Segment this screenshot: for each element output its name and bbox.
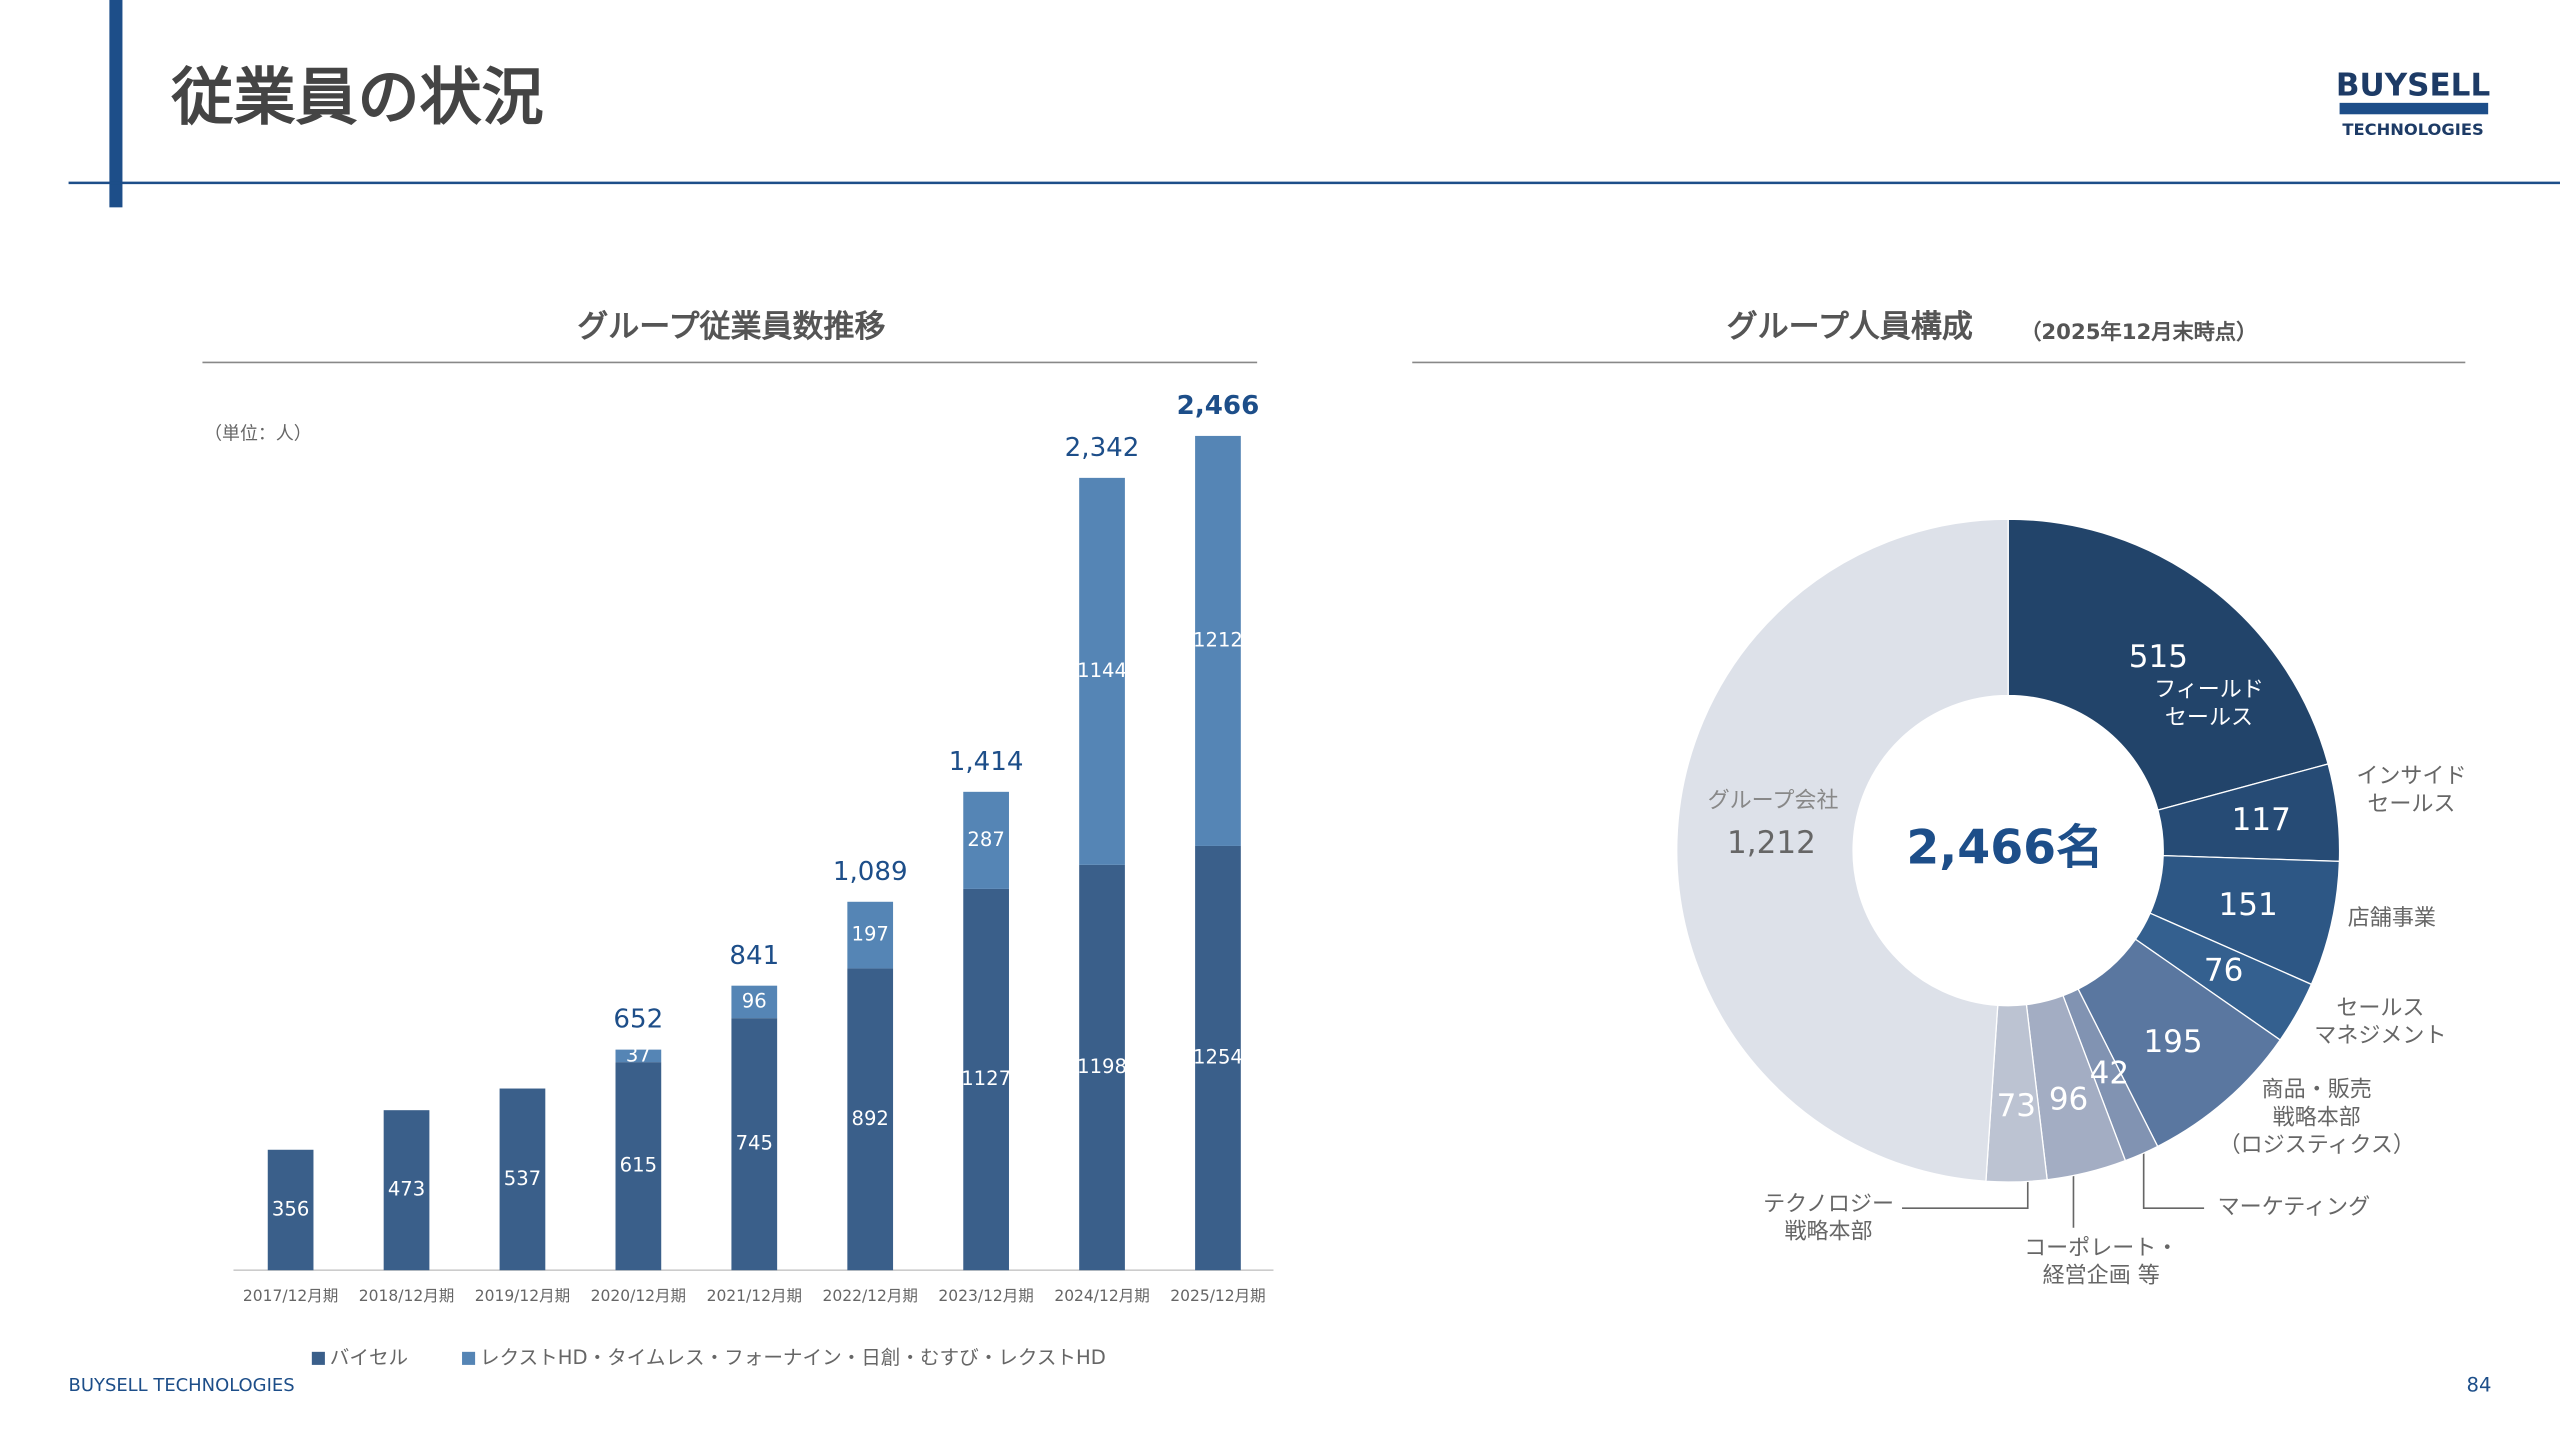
bar-value-label: 37 xyxy=(626,1043,651,1066)
x-tick-label: 2024/12月期 xyxy=(1054,1287,1149,1305)
bar-segment xyxy=(1079,864,1125,1271)
donut-slice xyxy=(2007,518,2329,811)
chart-subtitle: （2025年12月末時点） xyxy=(2020,319,2257,345)
slide-title: 従業員の状況 xyxy=(170,60,543,133)
total-label: 1,414 xyxy=(949,747,1024,777)
footer-company: BUYSELL TECHNOLOGIES xyxy=(69,1375,295,1396)
slice-value-label: 117 xyxy=(2232,802,2291,838)
center-label: 2,466名 xyxy=(1906,821,2103,876)
x-tick-label: 2017/12月期 xyxy=(243,1287,338,1305)
bar-value-label: 537 xyxy=(504,1167,541,1190)
legend-swatch xyxy=(311,1351,325,1365)
total-label: 2,466 xyxy=(1177,391,1260,421)
legend-label: レクストHD・タイムレス・フォーナイン・日創・むすび・レクストHD xyxy=(480,1346,1106,1369)
bar-value-label: 197 xyxy=(852,923,889,946)
bar-value-label: 96 xyxy=(742,989,767,1012)
logo-bottom: TECHNOLOGIES xyxy=(2342,120,2483,139)
slice-category-label: インサイドセールス xyxy=(2356,764,2466,817)
bar-segment xyxy=(1079,477,1125,865)
bar-segment xyxy=(615,1049,662,1063)
bar-segment xyxy=(267,1149,314,1271)
slice-category-label: マーケティング xyxy=(2218,1195,2370,1220)
unit-note: （単位：人） xyxy=(204,423,312,444)
chart-title: グループ従業員数推移 xyxy=(577,309,885,345)
bar-value-label: 1212 xyxy=(1193,628,1243,651)
slice-value-label: 76 xyxy=(2204,952,2243,988)
total-label: 1,089 xyxy=(833,857,908,887)
bar-segment xyxy=(847,968,894,1271)
bar-value-label: 473 xyxy=(388,1178,425,1201)
x-tick-label: 2022/12月期 xyxy=(823,1287,918,1305)
bar-segment xyxy=(1195,435,1241,846)
bar-value-label: 1144 xyxy=(1077,659,1127,682)
slice-category-label: テクノロジー戦略本部 xyxy=(1763,1192,1894,1245)
slice-value-label: 1,212 xyxy=(1727,825,1816,861)
slice-category-label: コーポレート・経営企画 等 xyxy=(2024,1236,2178,1289)
slice-value-label: 195 xyxy=(2143,1024,2202,1060)
x-tick-label: 2018/12月期 xyxy=(359,1287,454,1305)
slice-value-label: 96 xyxy=(2049,1081,2088,1117)
slice-value-label: 73 xyxy=(1997,1088,2036,1124)
slice-category-label: 店舗事業 xyxy=(2348,906,2436,931)
donut-slice xyxy=(1676,518,2009,1182)
bar-segment xyxy=(615,1062,662,1271)
bar-value-label: 356 xyxy=(272,1197,309,1220)
bar-value-label: 1254 xyxy=(1193,1046,1243,1069)
x-tick-label: 2021/12月期 xyxy=(707,1287,802,1305)
slice-value-label: 515 xyxy=(2129,639,2188,675)
logo-top: BUYSELL xyxy=(2336,68,2490,104)
slice-category-label: グループ会社 xyxy=(1708,789,1839,814)
x-tick-label: 2020/12月期 xyxy=(591,1287,686,1305)
x-tick-label: 2025/12月期 xyxy=(1170,1287,1265,1305)
bar-value-label: 1127 xyxy=(961,1067,1011,1090)
bar-value-label: 745 xyxy=(736,1132,773,1155)
bar-segment xyxy=(731,1018,778,1271)
total-label: 652 xyxy=(613,1005,663,1035)
bar-segment xyxy=(963,791,1009,889)
bar-value-label: 892 xyxy=(852,1107,889,1130)
total-label: 841 xyxy=(729,941,779,971)
slice-value-label: 42 xyxy=(2090,1055,2129,1091)
legend-swatch xyxy=(462,1351,476,1365)
bar-segment xyxy=(963,888,1009,1271)
slice-value-label: 151 xyxy=(2219,887,2278,923)
bar-value-label: 615 xyxy=(620,1154,657,1177)
logo-bar xyxy=(2339,102,2489,115)
page-number: 84 xyxy=(2467,1374,2492,1397)
bar-segment xyxy=(1195,845,1241,1271)
bar-segment xyxy=(731,985,778,1019)
slice-category-label: セールスマネジメント xyxy=(2314,996,2446,1049)
chart-title: グループ人員構成 xyxy=(1727,309,1973,345)
slice-category-label: フィールドセールス xyxy=(2154,678,2264,731)
bar-segment xyxy=(847,901,894,969)
bar-segment xyxy=(499,1088,546,1271)
leader-lines xyxy=(1902,1151,2205,1228)
total-label: 2,342 xyxy=(1065,433,1140,463)
x-tick-label: 2019/12月期 xyxy=(475,1287,570,1305)
accent-bar xyxy=(109,0,123,208)
x-tick-label: 2023/12月期 xyxy=(938,1287,1033,1305)
bar-value-label: 1198 xyxy=(1077,1055,1127,1078)
legend-label: バイセル xyxy=(330,1346,408,1369)
bar-segment xyxy=(383,1110,430,1271)
slice-category-label: 商品・販売戦略本部（ロジスティクス） xyxy=(2219,1078,2415,1159)
bar-value-label: 287 xyxy=(967,828,1004,851)
